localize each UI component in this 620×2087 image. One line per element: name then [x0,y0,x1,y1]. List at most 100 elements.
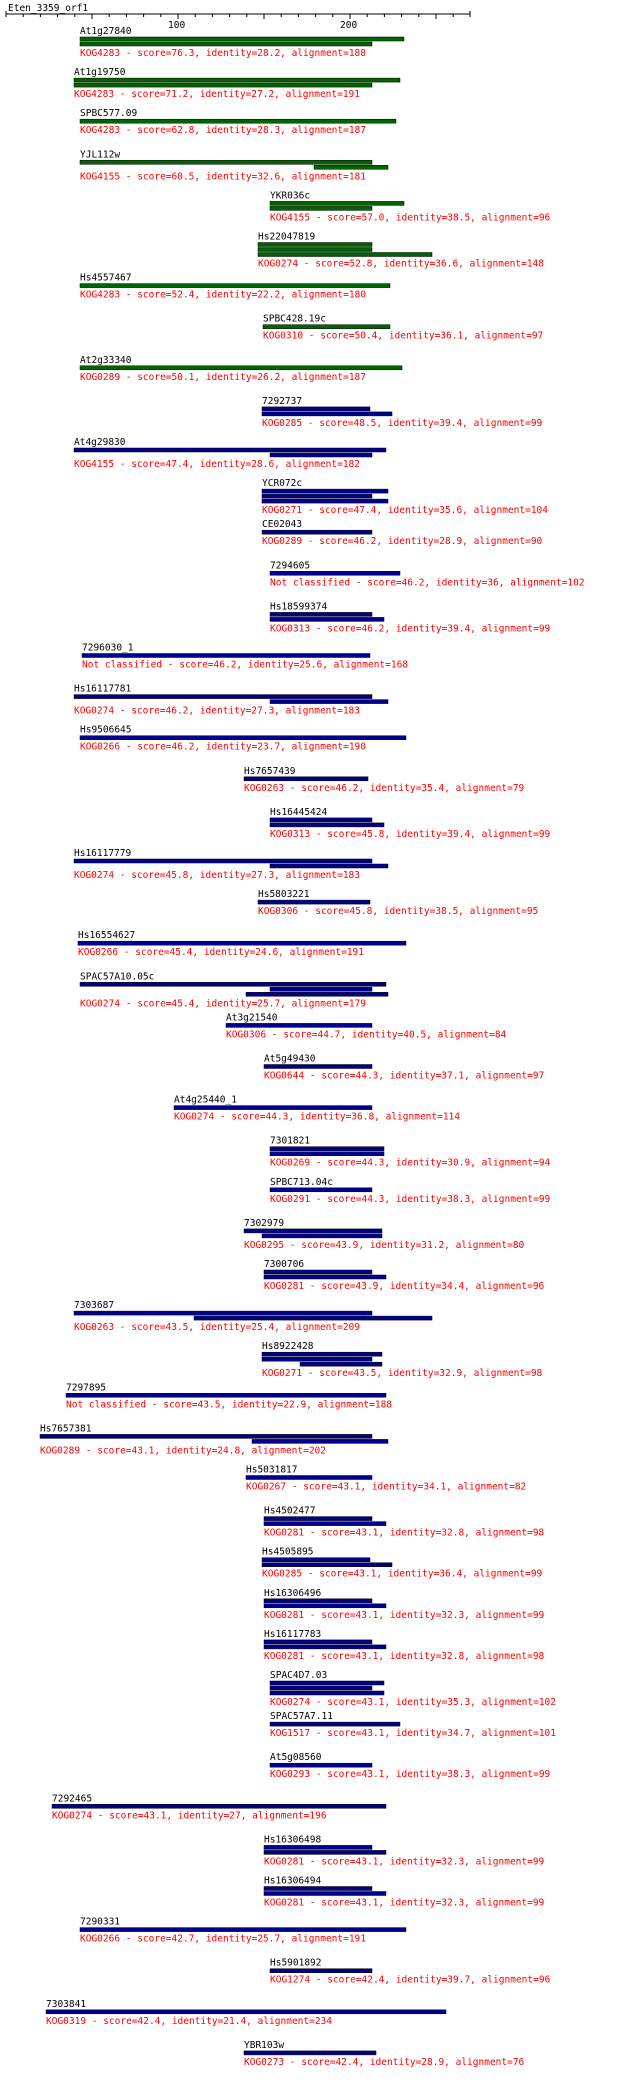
hit-row: Hs16554627 KOG0266 - score=45.4, identity… [77,930,407,958]
alignment-bar [79,1927,407,1932]
alignment-bar [269,1968,373,1973]
hit-detail: KOG0289 - score=46.2, identity=28.9, ali… [262,536,543,547]
hit-name: At5g08560 [270,1752,322,1763]
hit-detail: KOG4283 - score=71.2, identity=27.2, ali… [74,89,360,100]
hit-name: YCR072c [262,478,302,489]
query-axis: Eten_3359_orf1 100 200 [5,3,471,31]
alignment-bar [262,324,391,329]
alignment-bar [51,1804,387,1809]
hit-detail: KOG0269 - score=44.3, identity=30.9, ali… [270,1158,551,1169]
hit-name: Hs5803221 [258,889,310,900]
alignment-bar [73,1310,373,1316]
alignment-bar [65,1393,387,1398]
hit-row: Hs4557467 KOG4283 - score=52.4, identity=… [79,273,391,301]
alignment-bar [269,617,385,622]
hit-detail: KOG0310 - score=50.4, identity=36.1, ali… [263,331,543,342]
alignment-bar [263,1644,387,1650]
hit-name: At5g49430 [264,1054,316,1065]
alignment-bar [261,488,389,494]
hit-row: Hs18599374 KOG0313 - score=46.2, identity… [269,601,551,634]
hit-detail: KOG0271 - score=47.4, identity=35.6, ali… [262,505,548,516]
hit-detail: KOG4155 - score=60.5, identity=32.6, ali… [80,171,366,182]
hit-detail: KOG4155 - score=57.0, identity=38.5, ali… [270,212,551,223]
hit-name: Hs8922428 [262,1341,314,1352]
alignment-bar [173,1105,373,1110]
hit-row: SPBC577.09 KOG4283 - score=62.8, identity… [79,108,397,136]
hit-row: SPBC428.19c KOG0310 - score=50.4, identit… [262,314,543,342]
alignment-bar [269,1762,373,1768]
hit-detail: KOG0313 - score=46.2, identity=39.4, ali… [270,623,551,634]
hit-name: Hs16117781 [74,684,131,695]
hit-detail: KOG0291 - score=44.3, identity=38.3, ali… [270,1194,551,1205]
hit-name: SPBC428.19c [263,314,326,325]
hit-detail: KOG0313 - score=45.8, identity=39.4, ali… [270,829,551,840]
hit-name: Hs16306496 [264,1588,321,1599]
hit-row: At1g19750 KOG4283 - score=71.2, identity=… [73,67,401,100]
hit-row: SPAC57A10.05c KOG0274 - score=45.4, ident… [79,971,389,1009]
alignment-bar [263,1891,387,1896]
alignment-bar [77,940,407,946]
hit-row: Hs4505895 KOG0285 - score=43.1, identity=… [261,1547,543,1580]
hit-row: At4g29830 KOG4155 - score=47.4, identity=… [73,437,387,470]
hit-detail: KOG0281 - score=43.1, identity=32.3, ali… [264,1610,545,1621]
alignment-bar [269,206,373,211]
hit-row: YCR072c KOG0271 - score=47.4, identity=35… [261,478,548,516]
hit-name: 7300706 [264,1259,304,1270]
hit-detail: KOG0281 - score=43.1, identity=32.8, ali… [264,1651,545,1662]
alignment-bar [79,735,407,740]
hit-name: 7297895 [66,1382,106,1393]
hit-detail: KOG0281 - score=43.1, identity=32.3, ali… [264,1898,545,1909]
hit-name: Hs5901892 [270,1958,321,1969]
hit-row: CE02043 KOG0289 - score=46.2, identity=28… [261,519,543,547]
hit-detail: KOG0306 - score=44.7, identity=40.5, ali… [226,1029,507,1040]
alignment-bar [243,2050,377,2056]
hit-row: At3g21540 KOG0306 - score=44.7, identity=… [225,1012,507,1040]
hit-name: SPBC577.09 [80,108,137,119]
axis-tick-label: 200 [340,20,357,31]
hit-detail: KOG0266 - score=46.2, identity=23.7, ali… [80,742,366,753]
alignment-bar [263,1886,373,1891]
hit-name: At1g19750 [74,67,126,78]
hit-row: 7297895 Not classified - score=43.5, iden… [65,1382,392,1410]
hit-detail: KOG0306 - score=45.8, identity=38.5, ali… [258,906,538,917]
alignment-bar [261,529,373,535]
alignment-bar [225,1023,373,1028]
alignment-bar [79,160,373,165]
alignment-bar [269,987,373,992]
alignment-bar [269,822,385,828]
hit-detail: KOG0281 - score=43.1, identity=32.8, ali… [264,1528,545,1539]
alignment-bar [263,1274,387,1280]
alignment-bar [245,992,389,997]
hit-row: 7296030_1 Not classified - score=46.2, id… [81,643,408,671]
hit-name: 7290331 [80,1917,120,1928]
alignment-bar [261,498,389,504]
alignment-bar [269,1721,401,1727]
alignment-bar [251,1439,389,1444]
hit-name: Hs16445424 [270,807,327,818]
hit-name: At2g33340 [80,355,132,366]
hit-detail: KOG0289 - score=43.1, identity=24.8, ali… [40,1445,326,1456]
hit-detail: Not classified - score=43.5, identity=22… [66,1399,392,1410]
hit-row: SPAC4D7.03 KOG0274 - score=43.1, identity… [269,1670,556,1708]
hit-name: 7292465 [52,1793,92,1804]
hit-detail: KOG0266 - score=42.7, identity=25.7, ali… [80,1934,366,1945]
alignment-bar [245,1475,373,1480]
hit-row: Hs16445424 KOG0313 - score=45.8, identity… [269,807,551,840]
hit-detail: KOG0274 - score=46.2, identity=27.3, ali… [74,706,360,717]
alignment-bar [73,82,373,88]
alignment-bar [263,1603,387,1609]
hit-name: 7301821 [270,1136,310,1147]
hit-name: Hs4502477 [264,1506,315,1517]
hit-detail: KOG0281 - score=43.9, identity=34.4, ali… [264,1281,545,1292]
alignment-bar [269,1680,385,1686]
hit-name: Hs4557467 [80,273,131,284]
alignment-bar [263,1598,373,1604]
hit-row: Hs4502477 KOG0281 - score=43.1, identity=… [263,1506,545,1539]
hit-row: 7302979 KOG0295 - score=43.9, identity=31… [243,1218,525,1251]
hit-row: Hs16117781 KOG0274 - score=46.2, identity… [73,684,389,717]
hit-name: 7294605 [270,560,310,571]
alignment-bar [73,77,401,83]
hit-detail: KOG0263 - score=46.2, identity=35.4, ali… [244,783,525,794]
hit-detail: KOG0319 - score=42.4, identity=21.4, ali… [46,2016,332,2027]
